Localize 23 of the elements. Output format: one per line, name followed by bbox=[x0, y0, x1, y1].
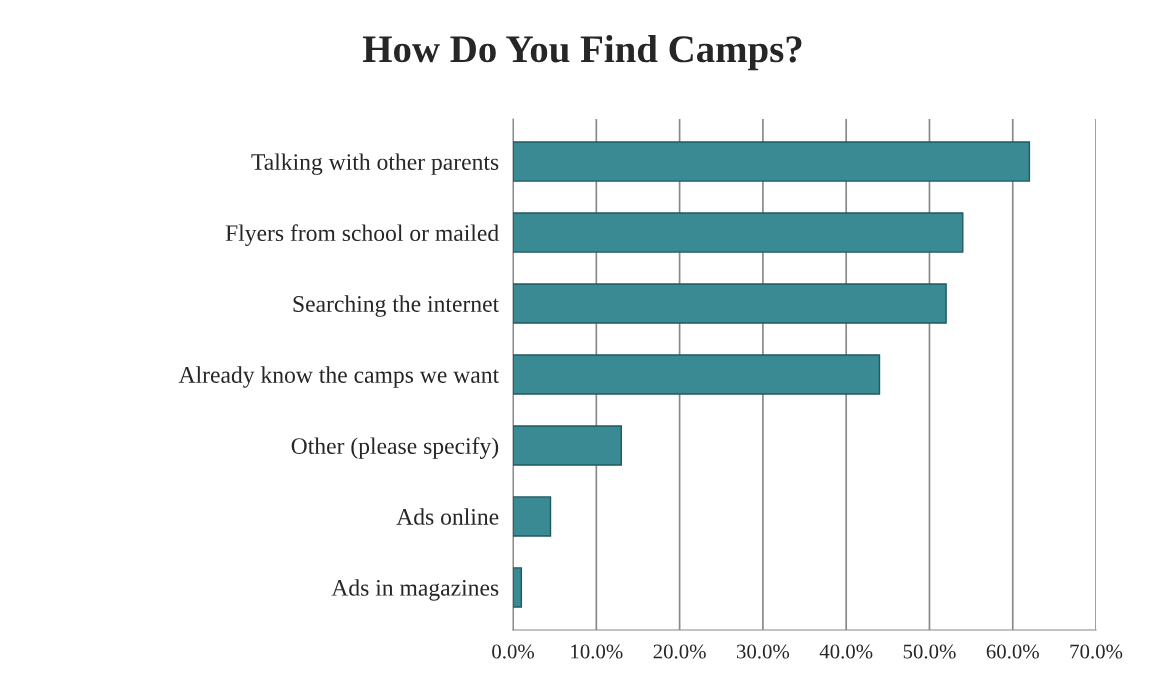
chart-title: How Do You Find Camps? bbox=[362, 35, 802, 71]
x-tick-label: 60.0% bbox=[986, 644, 1039, 659]
y-tick-label: Ads online bbox=[396, 508, 499, 525]
bar bbox=[513, 354, 881, 395]
y-tick-label: Already know the camps we want bbox=[178, 366, 499, 388]
bar bbox=[513, 496, 552, 537]
bar bbox=[513, 212, 964, 253]
bar bbox=[513, 567, 523, 608]
x-tick-label: 70.0% bbox=[1070, 644, 1123, 659]
x-tick-label: 40.0% bbox=[819, 644, 873, 659]
x-tick-label: 10.0% bbox=[571, 644, 623, 659]
y-tick-label: Flyers from school or mailed bbox=[225, 224, 499, 246]
y-tick-label: Other (please specify) bbox=[291, 437, 499, 459]
y-tick-label: Talking with other parents bbox=[251, 153, 499, 175]
x-tick-label: 0.0% bbox=[492, 644, 535, 659]
x-tick-label: 50.0% bbox=[903, 644, 956, 659]
bar bbox=[513, 141, 1031, 182]
x-tick-label: 20.0% bbox=[653, 644, 706, 659]
bar bbox=[513, 425, 623, 466]
x-tick-label: 30.0% bbox=[736, 644, 790, 659]
y-tick-label: Ads in magazines bbox=[331, 579, 499, 601]
y-tick-label: Searching the internet bbox=[293, 295, 500, 317]
bar bbox=[513, 283, 947, 324]
